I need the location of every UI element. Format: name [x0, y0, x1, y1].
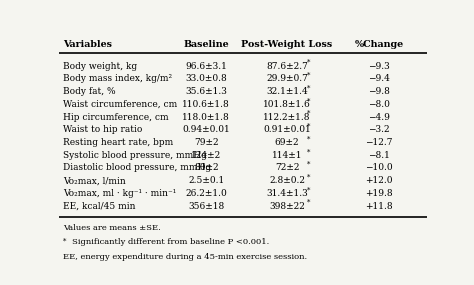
Text: −12.7: −12.7 — [365, 138, 392, 147]
Text: 35.6±1.3: 35.6±1.3 — [185, 87, 227, 96]
Text: 0.91±0.01: 0.91±0.01 — [263, 125, 311, 134]
Text: *: * — [307, 135, 310, 143]
Text: 2.8±0.2: 2.8±0.2 — [269, 176, 305, 185]
Text: %Change: %Change — [354, 40, 403, 49]
Text: Vo₂max, ml · kg⁻¹ · min⁻¹: Vo₂max, ml · kg⁻¹ · min⁻¹ — [63, 189, 176, 198]
Text: −8.1: −8.1 — [368, 151, 390, 160]
Text: −9.4: −9.4 — [368, 74, 390, 83]
Text: 29.9±0.7: 29.9±0.7 — [266, 74, 308, 83]
Text: 69±2: 69±2 — [275, 138, 299, 147]
Text: *: * — [307, 72, 310, 80]
Text: Diastolic blood pressure, mmHg: Diastolic blood pressure, mmHg — [63, 164, 211, 172]
Text: Baseline: Baseline — [183, 40, 229, 49]
Text: *: * — [307, 59, 310, 67]
Text: −4.9: −4.9 — [368, 113, 390, 121]
Text: 33.0±0.8: 33.0±0.8 — [185, 74, 227, 83]
Text: 101.8±1.6: 101.8±1.6 — [263, 100, 311, 109]
Text: *: * — [307, 97, 310, 105]
Text: Significantly different from baseline P <0.001.: Significantly different from baseline P … — [72, 238, 269, 246]
Text: Body weight, kg: Body weight, kg — [63, 62, 137, 71]
Text: *: * — [307, 186, 310, 194]
Text: *: * — [63, 238, 66, 246]
Text: 356±18: 356±18 — [188, 202, 224, 211]
Text: Systolic blood pressure, mmHg: Systolic blood pressure, mmHg — [63, 151, 207, 160]
Text: Body mass index, kg/m²: Body mass index, kg/m² — [63, 74, 172, 83]
Text: *: * — [307, 123, 310, 131]
Text: Body fat, %: Body fat, % — [63, 87, 116, 96]
Text: 72±2: 72±2 — [275, 164, 299, 172]
Text: EE, energy expenditure during a 45-min exercise session.: EE, energy expenditure during a 45-min e… — [63, 253, 307, 261]
Text: 124±2: 124±2 — [191, 151, 221, 160]
Text: *: * — [307, 148, 310, 156]
Text: 112.2±1.8: 112.2±1.8 — [263, 113, 311, 121]
Text: 118.0±1.8: 118.0±1.8 — [182, 113, 230, 121]
Text: 398±22: 398±22 — [269, 202, 305, 211]
Text: 87.6±2.7: 87.6±2.7 — [266, 62, 308, 71]
Text: 0.94±0.01: 0.94±0.01 — [182, 125, 230, 134]
Text: −8.0: −8.0 — [368, 100, 390, 109]
Text: 2.5±0.1: 2.5±0.1 — [188, 176, 224, 185]
Text: EE, kcal/45 min: EE, kcal/45 min — [63, 202, 136, 211]
Text: *: * — [307, 110, 310, 118]
Text: 80±2: 80±2 — [194, 164, 219, 172]
Text: Post-Weight Loss: Post-Weight Loss — [241, 40, 333, 49]
Text: Hip circumference, cm: Hip circumference, cm — [63, 113, 169, 121]
Text: 114±1: 114±1 — [272, 151, 302, 160]
Text: Resting heart rate, bpm: Resting heart rate, bpm — [63, 138, 173, 147]
Text: *: * — [307, 84, 310, 92]
Text: Vo₂max, l/min: Vo₂max, l/min — [63, 176, 126, 185]
Text: 31.4±1.3: 31.4±1.3 — [266, 189, 308, 198]
Text: 26.2±1.0: 26.2±1.0 — [185, 189, 227, 198]
Text: −3.2: −3.2 — [368, 125, 390, 134]
Text: Variables: Variables — [63, 40, 112, 49]
Text: −9.8: −9.8 — [368, 87, 390, 96]
Text: −10.0: −10.0 — [365, 164, 392, 172]
Text: Waist circumference, cm: Waist circumference, cm — [63, 100, 177, 109]
Text: 96.6±3.1: 96.6±3.1 — [185, 62, 227, 71]
Text: Waist to hip ratio: Waist to hip ratio — [63, 125, 142, 134]
Text: +12.0: +12.0 — [365, 176, 392, 185]
Text: −9.3: −9.3 — [368, 62, 390, 71]
Text: Values are means ±SE.: Values are means ±SE. — [63, 224, 161, 232]
Text: *: * — [307, 174, 310, 182]
Text: +11.8: +11.8 — [365, 202, 392, 211]
Text: *: * — [307, 199, 310, 207]
Text: +19.8: +19.8 — [365, 189, 392, 198]
Text: 79±2: 79±2 — [194, 138, 219, 147]
Text: 110.6±1.8: 110.6±1.8 — [182, 100, 230, 109]
Text: 32.1±1.4: 32.1±1.4 — [266, 87, 308, 96]
Text: *: * — [307, 161, 310, 169]
